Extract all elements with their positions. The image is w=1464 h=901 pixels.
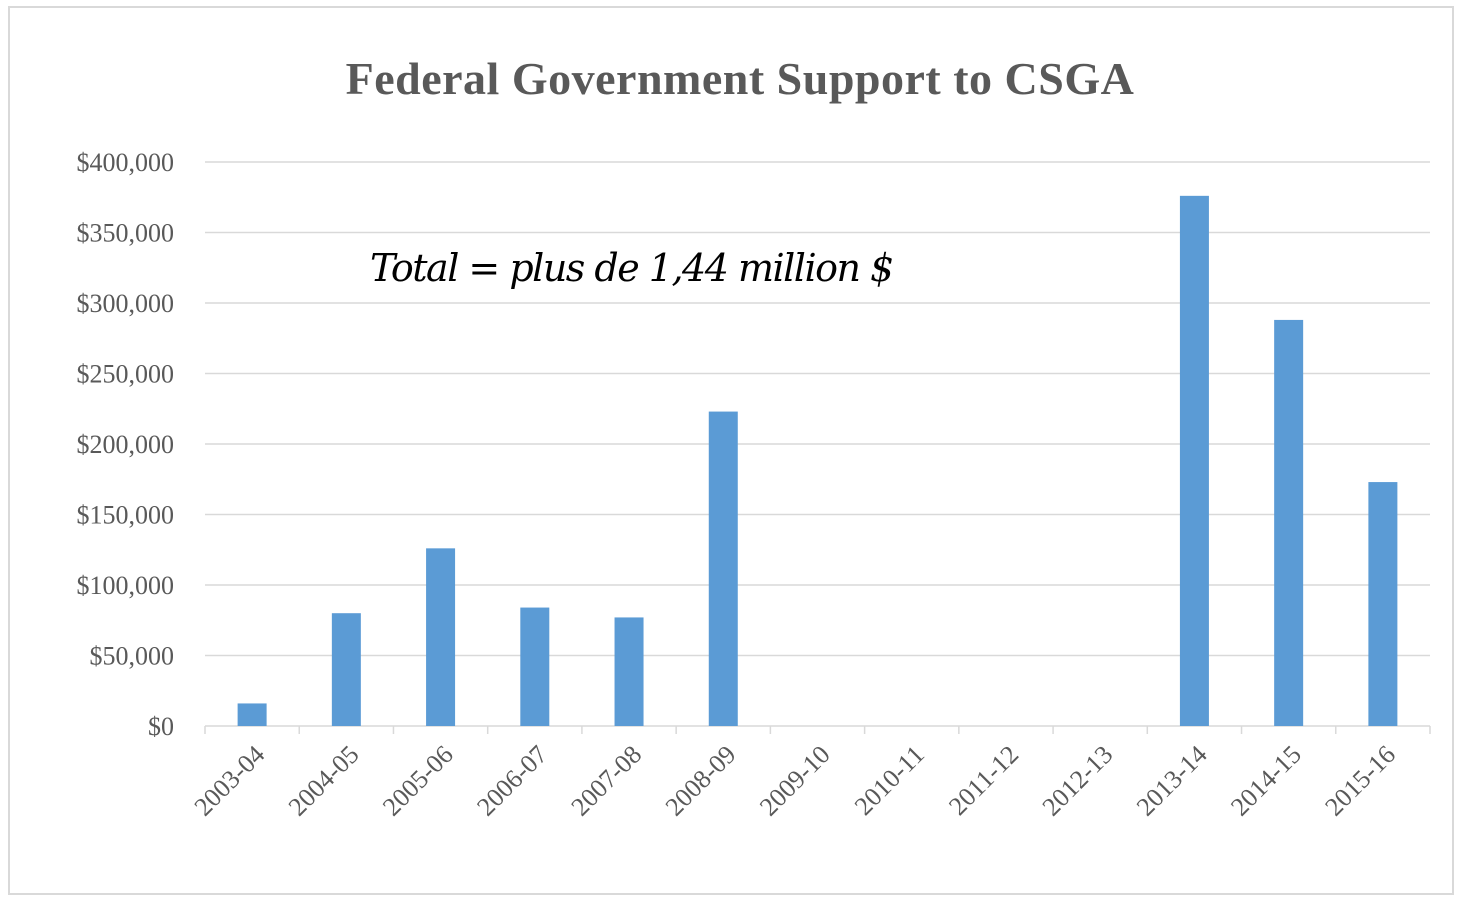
x-tick-label: 2006-07 [471,740,553,822]
x-tick-label: 2015-16 [1319,740,1401,822]
y-tick-label: $150,000 [77,501,175,530]
x-tick-label: 2007-08 [565,740,647,822]
total-annotation: Total = plus de 1,44 million $ [370,246,893,290]
gridlines [204,161,1431,734]
y-tick-label: $0 [148,712,174,741]
bar-2004-05 [331,613,361,726]
bar-2014-15 [1274,319,1304,726]
x-tick-label: 2011-12 [943,740,1024,821]
x-tick-label: 2012-13 [1037,740,1119,822]
bar-2008-09 [708,411,738,726]
x-tick-label: 2014-15 [1225,740,1307,822]
y-tick-label: $50,000 [90,642,175,671]
x-tick-label: 2013-14 [1131,740,1213,822]
x-tick-label: 2010-11 [849,740,930,821]
y-axis-ticks: $0 $50,000 $100,000 $150,000 $200,000 $250,00… [77,148,175,741]
bar-2007-08 [614,617,644,726]
bar-2005-06 [426,548,456,726]
bars [237,195,1398,727]
x-tick-label: 2008-09 [660,740,742,822]
bar-2013-14 [1179,195,1209,727]
x-tick-label: 2004-05 [283,740,365,822]
y-tick-label: $400,000 [77,148,175,177]
x-tick-label: 2005-06 [377,740,459,822]
x-tick-label: 2003-04 [189,740,271,822]
y-tick-label: $200,000 [77,430,175,459]
y-tick-label: $250,000 [77,360,175,389]
x-tick-label: 2009-10 [754,740,836,822]
bar-2015-16 [1368,482,1398,726]
bar-2006-07 [520,607,550,726]
y-tick-label: $100,000 [77,571,175,600]
chart-title: Federal Government Support to CSGA [346,53,1135,104]
y-tick-label: $300,000 [77,289,175,318]
bar-2003-04 [237,703,267,726]
x-axis-ticks: 2003-04 2004-05 2005-06 2006-07 2007-08 2008-… [189,740,1402,822]
y-tick-label: $350,000 [77,219,175,248]
